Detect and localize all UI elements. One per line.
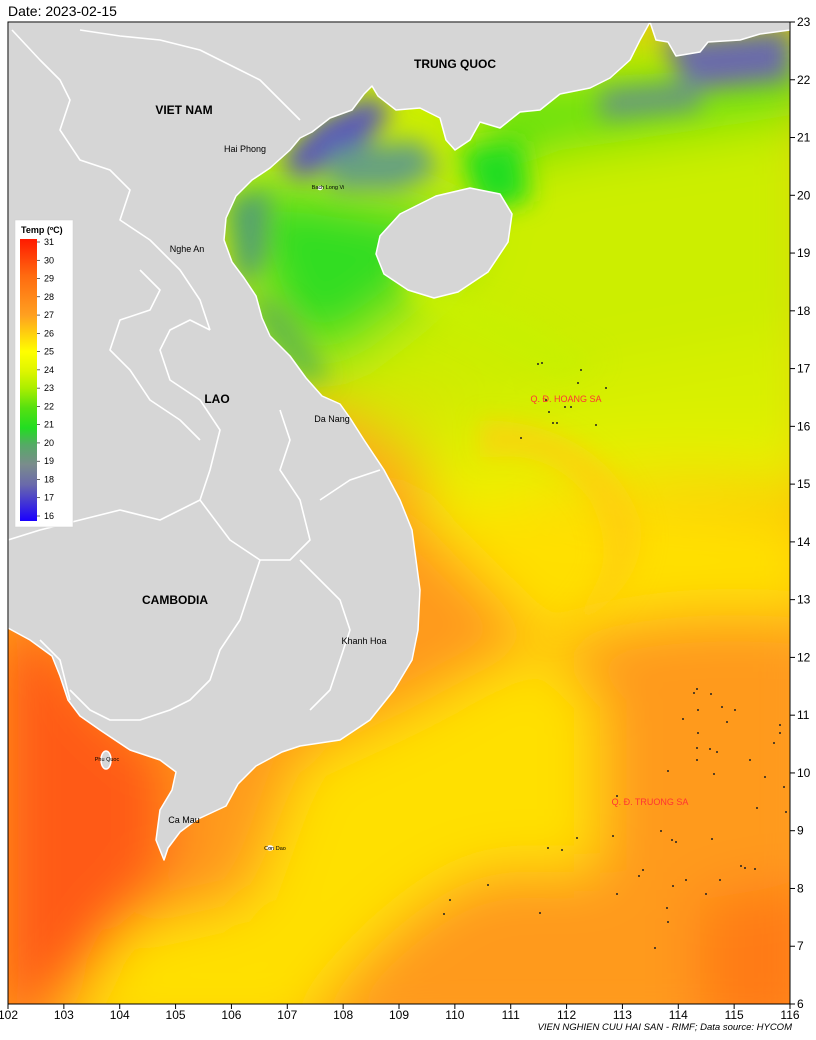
x-tick-label: 102	[0, 1008, 18, 1022]
label-lao: LAO	[204, 392, 229, 406]
legend-labels: 31 30 29 28 27 26 25 24 23 22 21 20 19 18 17 16	[37, 237, 54, 521]
date-label: Date: 2023-02-15	[8, 3, 117, 19]
label-ca-mau: Ca Mau	[168, 815, 200, 825]
temperature-legend: Temp (ºC) 31 30 29 28 27 26 25 24 23 22 21 20 19 18 17…	[14, 219, 74, 528]
x-tick-label: 113	[613, 1008, 632, 1022]
label-trung-quoc: TRUNG QUOC	[414, 57, 496, 71]
x-tick-label: 106	[221, 1008, 241, 1022]
label-con-dao: Con Dao	[264, 846, 286, 852]
x-axis: 102 103 104 105 106 107 108 109 110 111 112 113 114 1…	[0, 1004, 800, 1022]
label-viet-nam: VIET NAM	[155, 103, 212, 117]
y-tick-label: 14	[797, 535, 811, 549]
y-tick-label: 9	[797, 824, 804, 838]
x-tick-label: 111	[502, 1008, 521, 1022]
label-bach-long-vi: Bach Long Vi	[312, 185, 345, 191]
x-tick-label: 110	[445, 1008, 464, 1022]
x-tick-label: 104	[110, 1008, 130, 1022]
x-tick-label: 115	[725, 1008, 744, 1022]
y-axis: 6 7 8 9 10 11 12 13 14 15 16 17 18 19 20 21 22 23	[790, 15, 811, 1011]
y-tick-label: 15	[797, 477, 811, 491]
map-plot-area: TRUNG QUOC VIET NAM LAO CAMBODIA Hai Pho…	[8, 22, 790, 1004]
legend-label: 31	[44, 237, 54, 247]
y-tick-label: 8	[797, 881, 804, 895]
y-tick-label: 18	[797, 304, 811, 318]
x-tick-label: 109	[389, 1008, 409, 1022]
label-cambodia: CAMBODIA	[142, 593, 208, 607]
label-khanh-hoa: Khanh Hoa	[341, 636, 386, 646]
label-truong-sa: Q. Đ. TRUONG SA	[612, 797, 689, 807]
land	[8, 22, 790, 861]
label-hoang-sa: Q. Đ. HOANG SA	[530, 394, 601, 404]
x-tick-label: 105	[166, 1008, 186, 1022]
legend-label: 18	[44, 474, 54, 484]
y-tick-label: 23	[797, 15, 811, 29]
y-tick-label: 11	[797, 708, 810, 722]
legend-label: 28	[44, 292, 54, 302]
label-nghe-an: Nghe An	[170, 244, 205, 254]
data-source-credit: VIEN NGHIEN CUU HAI SAN - RIMF; Data sou…	[537, 1022, 792, 1033]
y-tick-label: 13	[797, 593, 811, 607]
y-tick-label: 12	[797, 650, 811, 664]
country-borders	[8, 29, 381, 721]
x-tick-label: 107	[277, 1008, 297, 1022]
legend-label: 20	[44, 438, 54, 448]
label-hai-phong: Hai Phong	[224, 144, 266, 154]
legend-label: 22	[44, 401, 54, 411]
legend-title: Temp (ºC)	[21, 225, 63, 235]
y-tick-label: 17	[797, 362, 811, 376]
legend-label: 16	[44, 511, 54, 521]
y-tick-label: 10	[797, 766, 811, 780]
y-tick-label: 21	[797, 131, 811, 145]
legend-label: 29	[44, 274, 54, 284]
y-tick-label: 20	[797, 188, 811, 202]
legend-colorbar	[20, 239, 37, 521]
legend-label: 24	[44, 365, 54, 375]
legend-label: 17	[44, 493, 54, 503]
legend-label: 25	[44, 347, 54, 357]
legend-label: 27	[44, 310, 54, 320]
hoang-sa-islands	[520, 362, 607, 439]
y-tick-label: 22	[797, 73, 811, 87]
y-tick-label: 6	[797, 997, 804, 1011]
legend-label: 23	[44, 383, 54, 393]
x-tick-label: 103	[54, 1008, 74, 1022]
y-tick-label: 19	[797, 246, 811, 260]
legend-label: 30	[44, 255, 54, 265]
legend-label: 26	[44, 328, 54, 338]
label-da-nang: Da Nang	[314, 414, 350, 424]
y-tick-label: 7	[797, 939, 804, 953]
x-tick-label: 114	[669, 1008, 688, 1022]
legend-label: 21	[44, 420, 54, 430]
truong-sa-islands	[443, 688, 787, 949]
x-tick-label: 108	[333, 1008, 353, 1022]
legend-label: 19	[44, 456, 54, 466]
x-tick-label: 112	[557, 1008, 576, 1022]
label-phu-quoc: Phu Quoc	[95, 757, 120, 763]
x-tick-label: 116	[780, 1008, 799, 1022]
y-tick-label: 16	[797, 419, 811, 433]
